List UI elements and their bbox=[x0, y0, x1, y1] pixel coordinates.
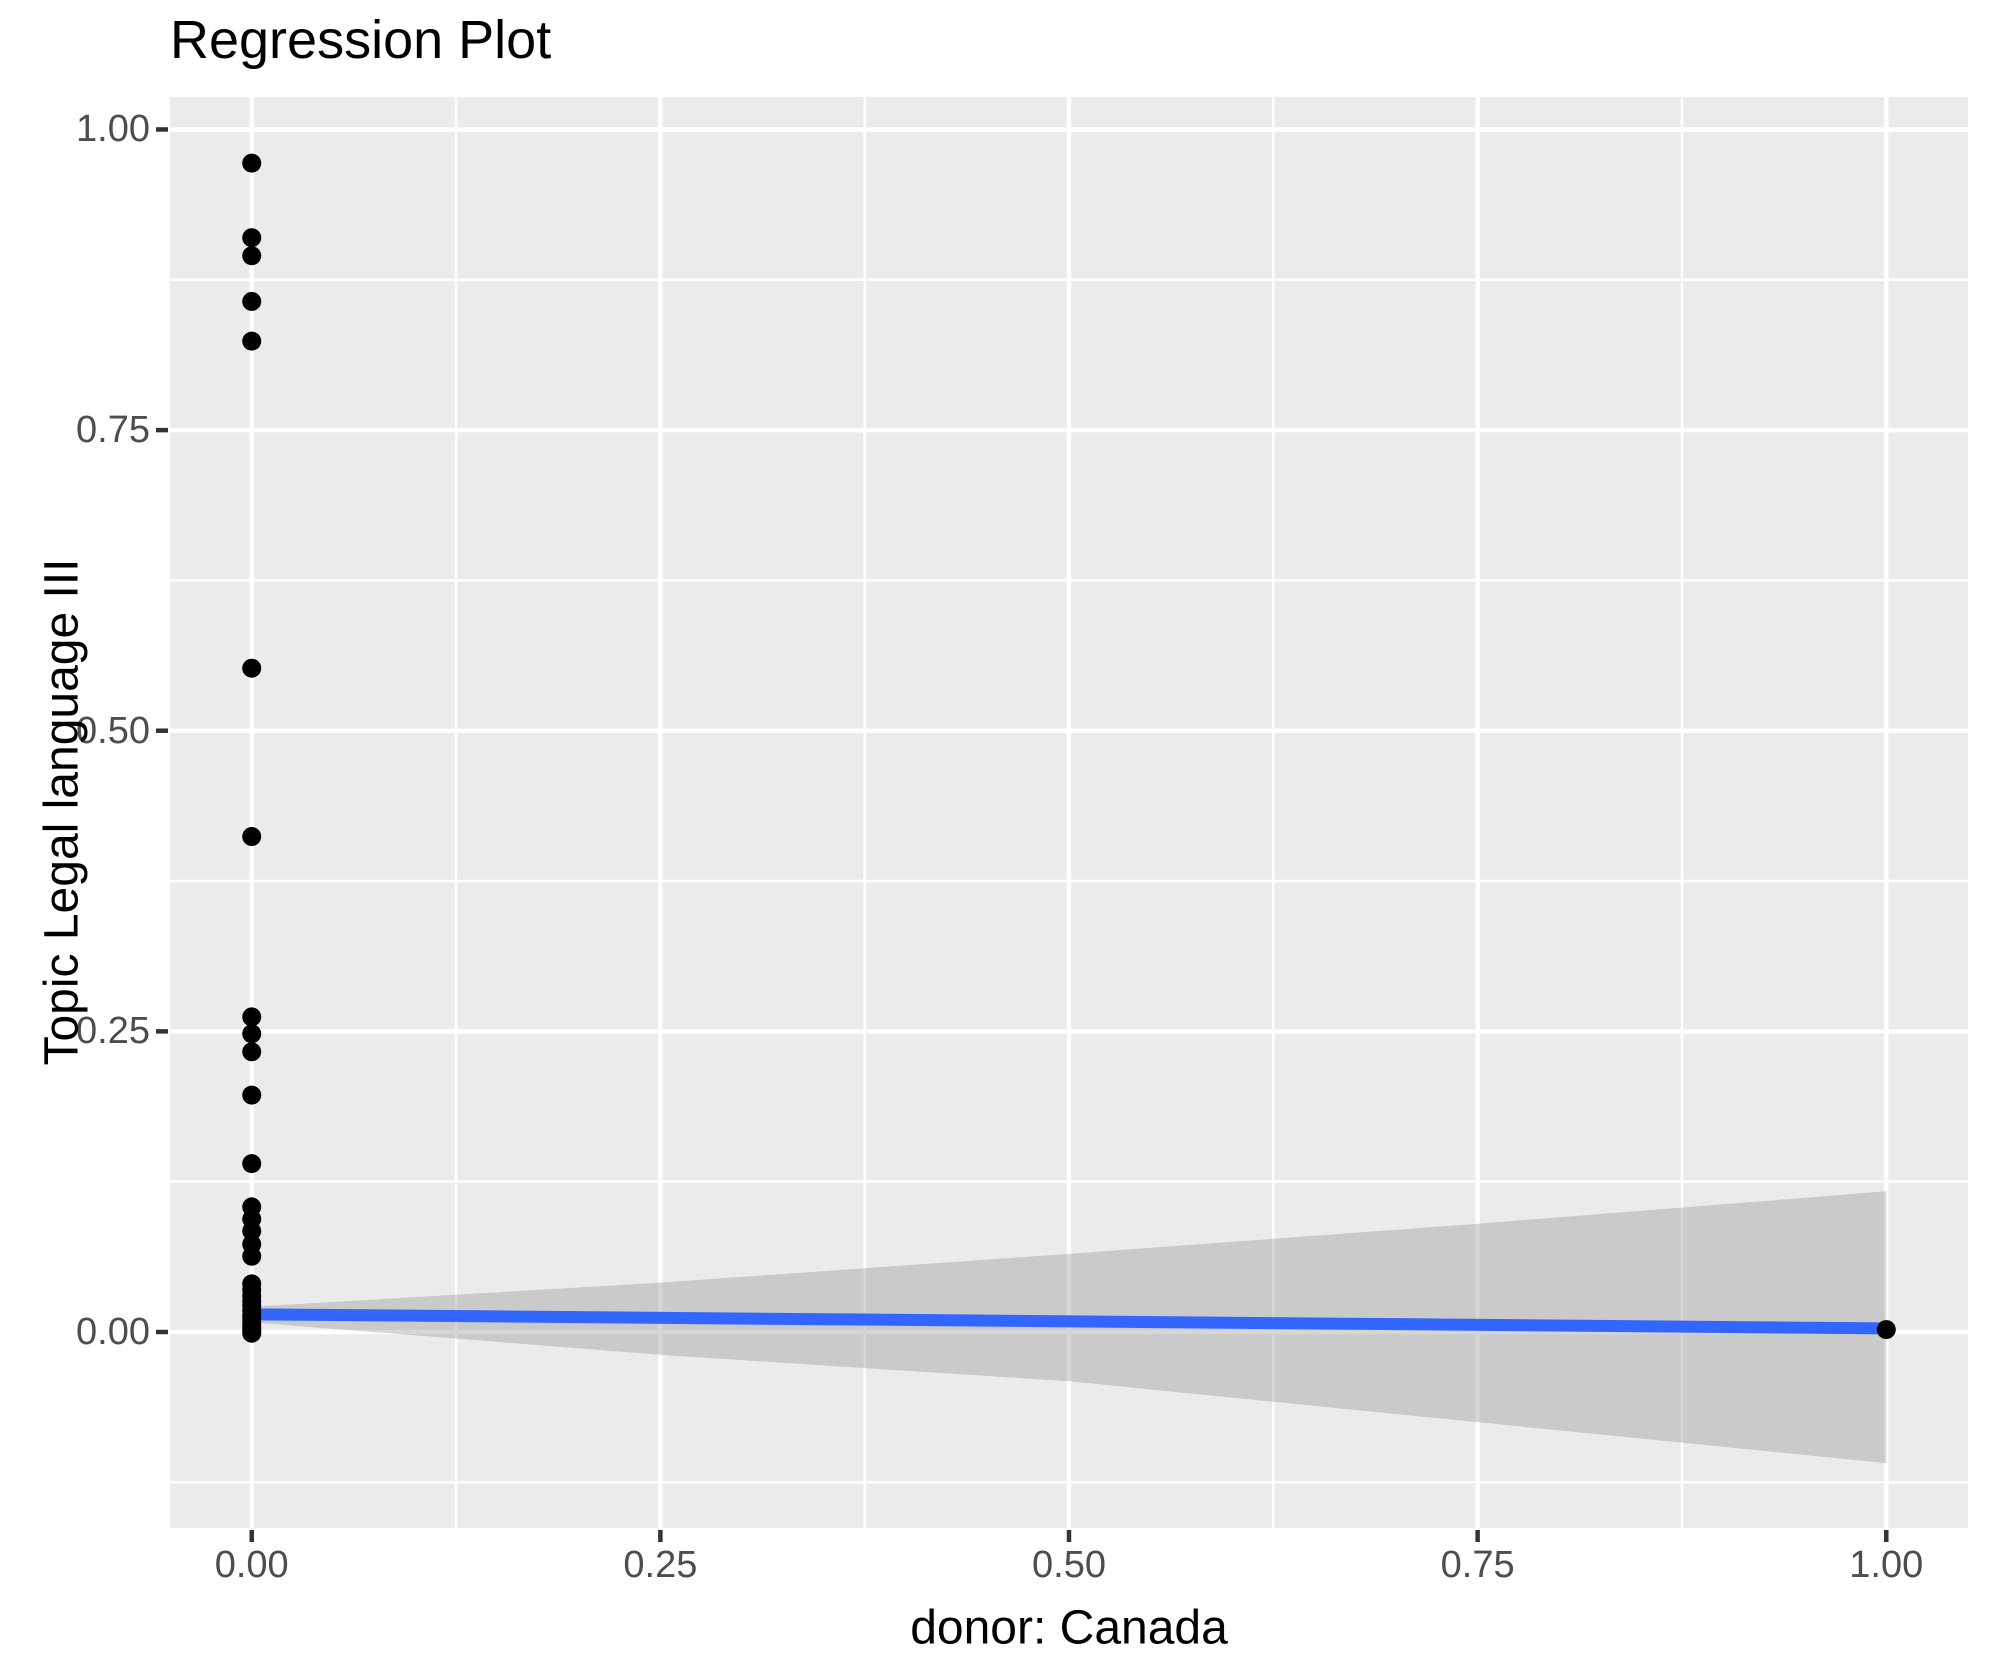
y-tick-label: 0.00 bbox=[76, 1310, 150, 1353]
y-tick-label: 0.75 bbox=[76, 409, 150, 452]
x-tick-label: 0.00 bbox=[214, 1544, 289, 1586]
x-tick-label: 0.75 bbox=[1440, 1544, 1515, 1586]
regression-line bbox=[251, 1308, 1887, 1335]
x-axis-title: donor: Canada bbox=[910, 1601, 1228, 1655]
x-tick-mark bbox=[1475, 1530, 1480, 1542]
y-tick-mark bbox=[156, 127, 168, 132]
data-point bbox=[242, 1042, 262, 1062]
y-tick-mark bbox=[156, 1029, 168, 1034]
data-point bbox=[242, 1007, 262, 1027]
y-axis-title: Topic Legal language III bbox=[35, 558, 89, 1066]
y-tick-mark bbox=[156, 427, 168, 433]
x-tick-mark bbox=[658, 1530, 663, 1542]
y-tick-label: 1.00 bbox=[76, 108, 150, 151]
data-point bbox=[242, 827, 262, 847]
x-tick-label: 0.50 bbox=[1032, 1544, 1106, 1586]
x-tick-mark bbox=[1884, 1530, 1889, 1542]
data-point bbox=[242, 1024, 262, 1044]
data-point bbox=[242, 228, 262, 248]
data-point bbox=[242, 1085, 262, 1105]
x-tick-label: 0.25 bbox=[623, 1544, 698, 1586]
data-point bbox=[1876, 1320, 1896, 1340]
y-tick-label: 0.50 bbox=[76, 709, 150, 752]
y-tick-mark bbox=[156, 1329, 168, 1335]
data-point bbox=[242, 291, 262, 311]
data-point bbox=[242, 1221, 262, 1241]
plot-title: Regression Plot bbox=[170, 10, 552, 70]
data-point bbox=[242, 1323, 262, 1343]
data-point bbox=[242, 153, 262, 173]
x-tick-label: 1.00 bbox=[1849, 1544, 1924, 1586]
data-point bbox=[242, 246, 262, 266]
x-tick-mark bbox=[1066, 1530, 1072, 1542]
y-tick-mark bbox=[156, 728, 168, 733]
y-tick-label: 0.25 bbox=[76, 1010, 150, 1053]
x-tick-mark bbox=[249, 1530, 254, 1542]
data-point bbox=[242, 1154, 262, 1174]
data-point bbox=[242, 658, 262, 678]
data-point bbox=[242, 1246, 262, 1266]
data-point bbox=[242, 331, 262, 351]
